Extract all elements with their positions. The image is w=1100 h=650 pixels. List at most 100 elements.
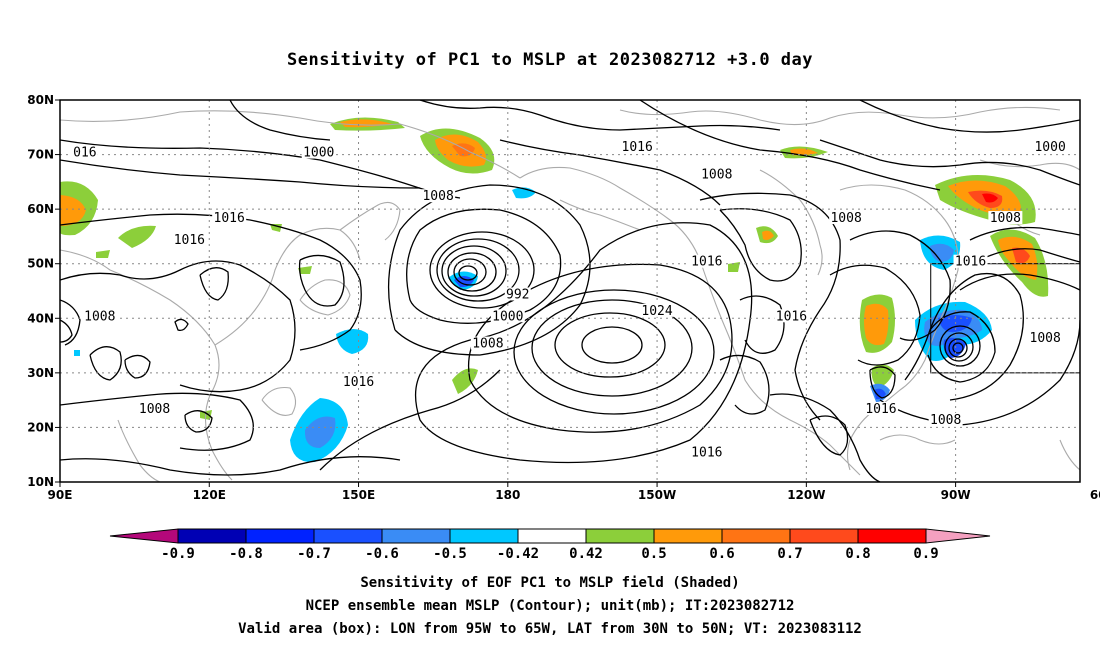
lat-label: 60N <box>27 202 54 216</box>
footer-line-shading: Sensitivity of EOF PC1 to MSLP field (Sh… <box>360 575 740 591</box>
lat-label: 40N <box>27 311 54 325</box>
contour-label-bg <box>1028 331 1063 345</box>
mslp-contours <box>60 100 1080 482</box>
colorbar-label: -0.8 <box>229 546 263 562</box>
contour-label: 1008 <box>830 211 861 226</box>
colorbar-swatch <box>245 528 315 544</box>
contour-label: 1016 <box>622 140 653 155</box>
negative-patches <box>74 187 992 463</box>
lat-label: 70N <box>27 148 54 162</box>
contour-label: 1008 <box>139 402 170 417</box>
lon-label: 60W <box>1090 488 1100 502</box>
contour-label: 1016 <box>214 211 245 226</box>
contour-label: 1016 <box>343 375 374 390</box>
lon-label: 90W <box>941 488 971 502</box>
colorbar-swatch <box>381 528 451 544</box>
contour-label-bg <box>928 412 963 426</box>
colorbar-swatch <box>449 528 519 544</box>
contour-label: 1016 <box>955 255 986 270</box>
contour-label-bg <box>421 189 456 203</box>
lon-label: 150W <box>638 488 676 502</box>
colorbar-label: 0.8 <box>845 546 870 562</box>
contour-label: 1000 <box>1034 140 1065 155</box>
colorbar-low-arrow <box>109 528 179 544</box>
contour-label: 1000 <box>303 146 334 161</box>
gridlines <box>60 100 1080 482</box>
contour-label-bg <box>172 232 207 246</box>
footer-line-valid-area: Valid area (box): LON from 95W to 65W, L… <box>238 621 862 637</box>
colorbar-swatch <box>517 528 587 544</box>
contour-label: 1008 <box>472 337 503 352</box>
contour-label-bg <box>829 211 864 225</box>
contour-label: 1000 <box>492 309 523 324</box>
colorbar-label: -0.9 <box>161 546 195 562</box>
lat-label: 30N <box>27 366 54 380</box>
colorbar-label: -0.42 <box>497 546 539 562</box>
lon-label: 120E <box>193 488 226 502</box>
contour-label: 1016 <box>776 309 807 324</box>
colorbar-label: 0.9 <box>913 546 938 562</box>
contour-label-bg <box>640 303 675 317</box>
contour-label-bg <box>699 167 734 181</box>
footer-line-contour: NCEP ensemble mean MSLP (Contour); unit(… <box>305 598 795 614</box>
colorbar-swatch <box>653 528 723 544</box>
contour-label: 1008 <box>422 189 453 204</box>
contour-label-bg <box>689 445 724 459</box>
lat-label: 50N <box>27 257 54 271</box>
map-frame <box>59 99 1081 483</box>
colorbar-swatch <box>857 528 927 544</box>
contour-label: 1008 <box>1030 331 1061 346</box>
lat-label: 10N <box>27 475 54 489</box>
colorbar-high-arrow <box>925 528 991 544</box>
colorbar-swatch <box>721 528 791 544</box>
contour-label-bg <box>689 254 724 268</box>
colorbar-swatch <box>313 528 383 544</box>
contour-label: 1024 <box>641 304 672 319</box>
colorbar-swatch <box>789 528 859 544</box>
contour-label-bg <box>774 309 809 323</box>
lon-label: 90E <box>48 488 73 502</box>
contour-label-bg <box>301 145 336 159</box>
contour-label-bg <box>137 402 172 416</box>
colorbar-label: 0.7 <box>777 546 802 562</box>
contour-label: 1008 <box>930 413 961 428</box>
colorbar: -0.9 -0.8 -0.7 -0.6 -0.5 -0.42 0.42 0.5 0.6 0.7 0.… <box>109 528 991 562</box>
colorbar-label: 0.42 <box>569 546 603 562</box>
contour-label: 1016 <box>691 255 722 270</box>
colorbar-label: -0.7 <box>297 546 331 562</box>
contour-label-bg <box>71 145 98 159</box>
contour-label: 1016 <box>174 233 205 248</box>
contour-label-bg <box>341 374 376 388</box>
axis-labels: 90E 120E 150E 180 150W 120W 90W 60W 80N 70N 60N 50N… <box>27 93 1100 502</box>
contour-label: 1008 <box>84 309 115 324</box>
colorbar-label: -0.5 <box>433 546 467 562</box>
colorbar-swatch <box>585 528 655 544</box>
positive-patches <box>60 117 1049 420</box>
contour-label-bg <box>212 211 247 225</box>
lat-label: 20N <box>27 420 54 434</box>
contour-label: 016 <box>73 146 96 161</box>
contour-label-bg <box>953 254 988 268</box>
lat-label: 80N <box>27 93 54 107</box>
chart-title: Sensitivity of PC1 to MSLP at 2023082712… <box>286 50 813 70</box>
contour-label-bg <box>863 402 898 416</box>
colorbar-label: 0.6 <box>709 546 734 562</box>
contour-label: 1008 <box>701 167 732 182</box>
contour-label: 1016 <box>865 402 896 417</box>
colorbar-label: -0.6 <box>365 546 399 562</box>
contour-label-bg <box>620 140 655 154</box>
contour-label-bg <box>1033 140 1068 154</box>
lon-label: 180 <box>495 488 520 502</box>
contour-label-bg <box>988 211 1023 225</box>
coastlines <box>60 106 1080 482</box>
contour-label: 992 <box>506 287 529 302</box>
contour-label-bg <box>504 287 531 301</box>
colorbar-swatch <box>177 528 247 544</box>
contour-label-bg <box>470 336 505 350</box>
contour-label: 1016 <box>691 446 722 461</box>
lon-label: 150E <box>342 488 375 502</box>
contour-label-bg <box>490 309 525 323</box>
contour-labels: 016 1000 1008 1016 1016 1008 1008 1016 992 1000 10… <box>71 140 1068 461</box>
lon-label: 120W <box>787 488 825 502</box>
